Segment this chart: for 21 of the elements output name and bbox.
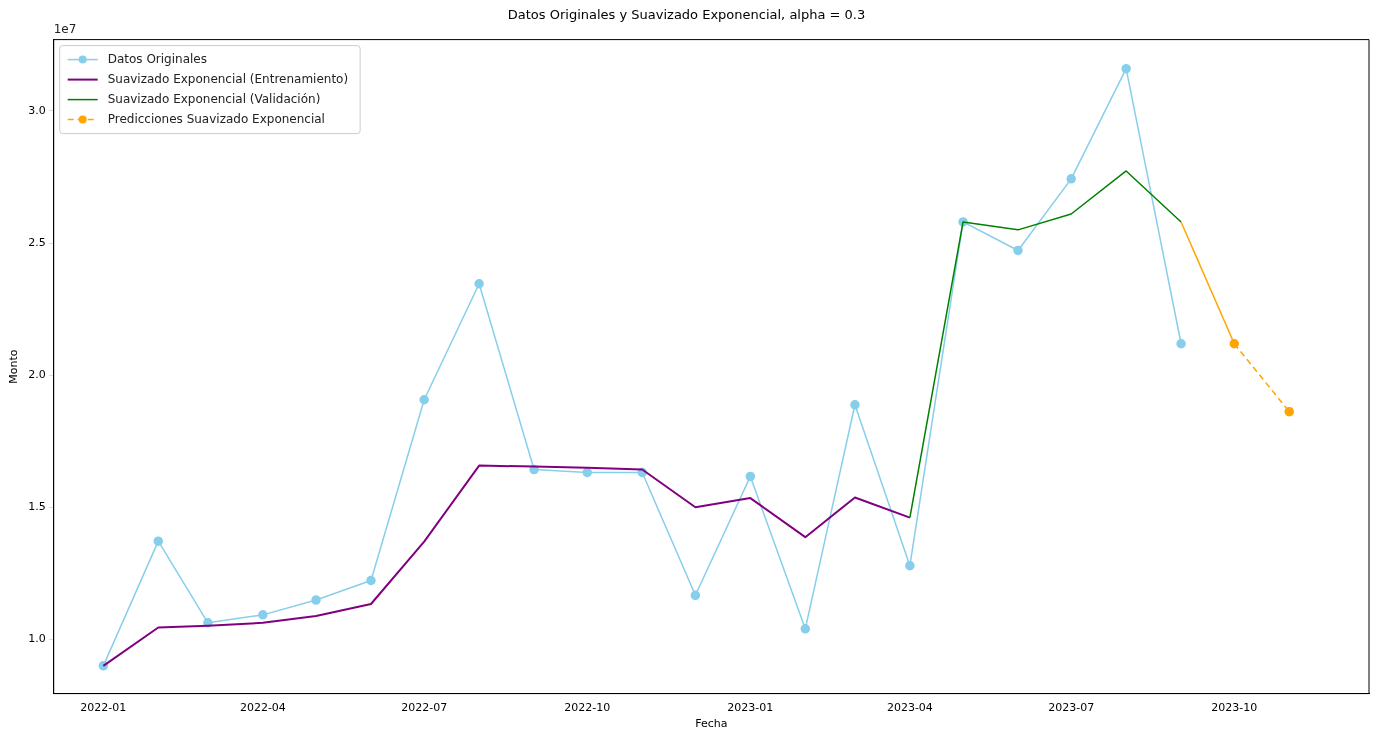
x-tick-label: 2023-01 (727, 701, 774, 715)
x-tick-label: 2023-07 (1048, 701, 1095, 715)
legend-label: Datos Originales (107, 51, 208, 66)
x-tick-label: 2022-07 (401, 701, 448, 715)
x-tick-label: 2022-01 (80, 701, 127, 715)
x-axis-title: Fecha (695, 717, 728, 731)
y-tick-label: 1.5 (28, 500, 46, 514)
chart-title: Datos Originales y Suavizado Exponencial, alpha = 0.3 (507, 7, 866, 23)
text: 1e7 (53, 21, 77, 36)
legend-label: Suavizado Exponencial (Entrenamiento) (107, 71, 349, 86)
x-tick-label: 2023-04 (886, 701, 933, 715)
legend-label: Predicciones Suavizado Exponencial (107, 111, 325, 126)
x-tick-label: 2023-10 (1211, 701, 1258, 715)
legend-label: Suavizado Exponencial (Validación) (107, 91, 321, 106)
y-tick-label: 2.5 (28, 235, 46, 249)
y-tick-label: 2.0 (28, 368, 46, 382)
x-tick-label: 2022-10 (564, 701, 611, 715)
y-tick-label: 3.0 (28, 103, 46, 117)
x-tick-label: 2022-04 (239, 701, 286, 715)
y-axis-title: Monto (7, 349, 21, 384)
y-tick-label: 1.0 (28, 632, 46, 646)
